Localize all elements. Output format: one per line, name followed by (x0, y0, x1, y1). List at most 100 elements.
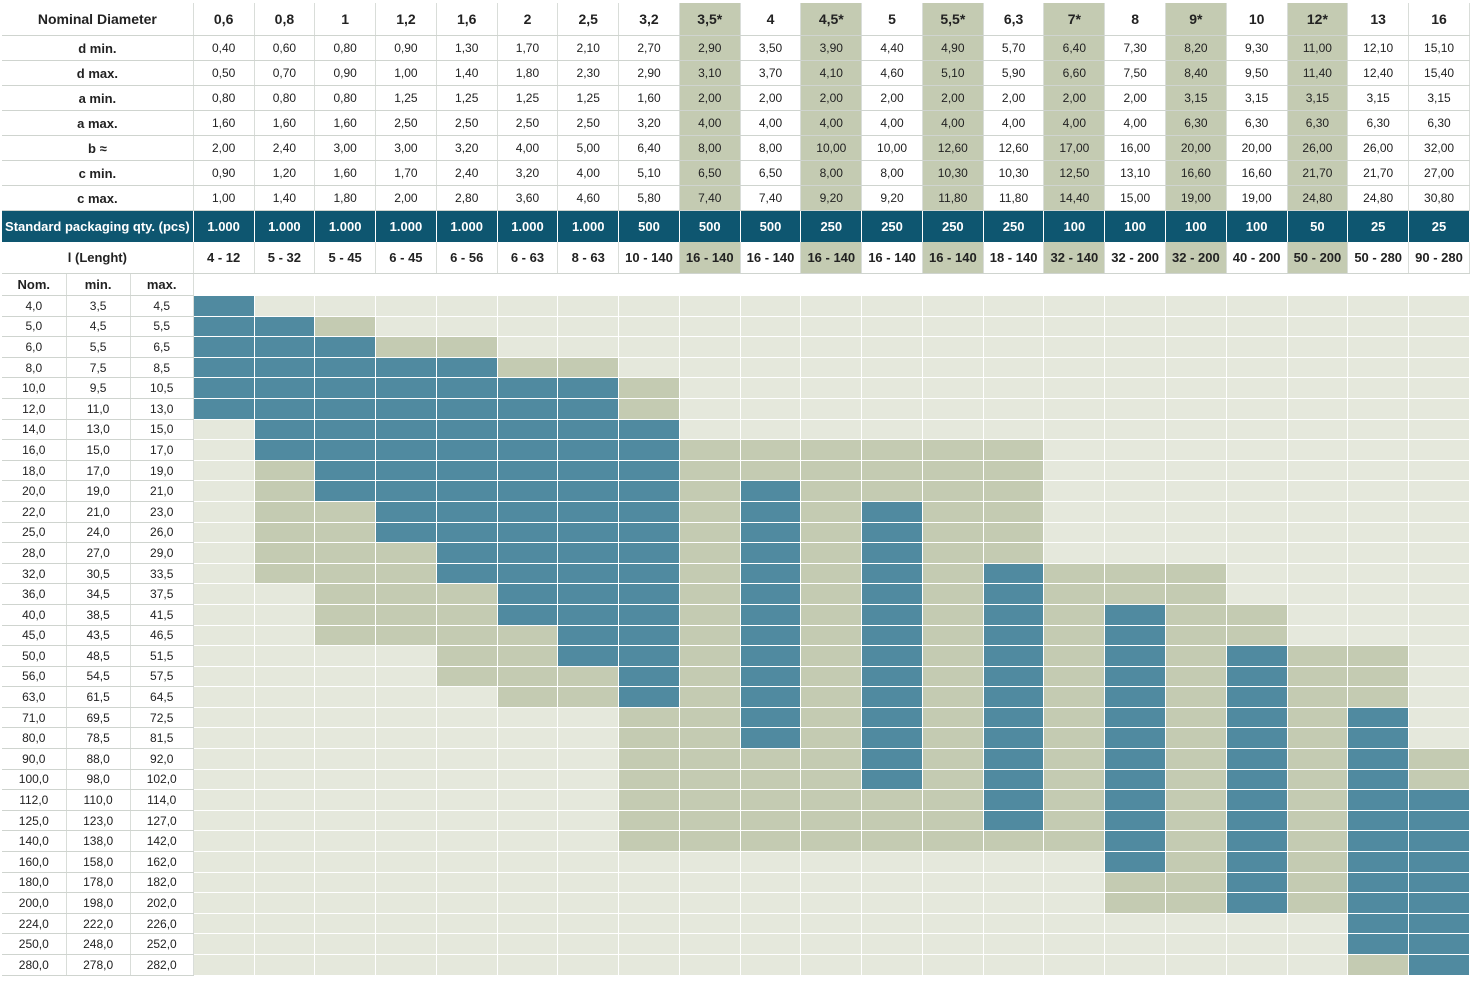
availability-cell (254, 748, 316, 770)
availability-cell (193, 460, 255, 482)
availability-cell (254, 419, 316, 441)
spec-value-cell: 5,10 (922, 60, 984, 86)
length-min-cell: 198,0 (66, 892, 131, 914)
availability-cell (800, 625, 863, 647)
length-max-cell: 46,5 (130, 625, 194, 647)
availability-cell (193, 295, 255, 317)
spec-value-cell: 20,00 (1226, 135, 1288, 161)
availability-cell (254, 872, 316, 894)
availability-cell (557, 604, 620, 626)
availability-cell (1226, 522, 1288, 544)
spec-value-cell: 2,80 (436, 185, 498, 211)
availability-cell (679, 666, 741, 688)
availability-cell (1043, 707, 1106, 729)
length-max-cell: 23,0 (130, 501, 194, 523)
availability-cell (497, 357, 559, 379)
spec-row-label: c min. (2, 160, 194, 186)
spec-value-cell: 14,40 (1043, 185, 1106, 211)
availability-cell (1043, 295, 1106, 317)
spec-value-cell: 10,30 (983, 160, 1045, 186)
availability-cell (1043, 604, 1106, 626)
availability-cell (314, 357, 377, 379)
availability-cell (254, 439, 316, 461)
spec-value-cell: 3,70 (740, 60, 802, 86)
packaging-value-cell: 100 (1104, 210, 1166, 242)
availability-cell (922, 851, 984, 873)
availability-cell (679, 913, 741, 935)
spec-value-cell: 1,60 (314, 160, 377, 186)
packaging-value-cell: 1.000 (314, 210, 377, 242)
availability-cell (1347, 398, 1410, 420)
availability-cell (497, 398, 559, 420)
availability-cell (436, 769, 498, 791)
availability-cell (1104, 645, 1166, 667)
spec-value-cell: 1,80 (497, 60, 559, 86)
availability-cell (1408, 336, 1470, 358)
availability-cell (983, 439, 1045, 461)
availability-cell (314, 810, 377, 832)
availability-cell (1347, 892, 1410, 914)
length-min-cell: 43,5 (66, 625, 131, 647)
availability-cell (557, 830, 620, 853)
length-nom-cell: 16,0 (2, 439, 67, 461)
availability-cell (922, 460, 984, 482)
availability-cell (861, 830, 923, 853)
length-max-cell: 202,0 (130, 892, 194, 914)
availability-cell (193, 377, 255, 399)
availability-cell (1347, 810, 1410, 832)
availability-cell (1165, 727, 1227, 750)
length-min-cell: 278,0 (66, 954, 131, 976)
availability-cell (1165, 769, 1227, 791)
length-max-cell: 182,0 (130, 872, 194, 894)
spec-value-cell: 0,70 (254, 60, 316, 86)
length-max-cell: 162,0 (130, 851, 194, 873)
spec-value-cell: 2,50 (557, 110, 620, 136)
availability-cell (193, 810, 255, 832)
diameter-header-cell: 10 (1226, 3, 1288, 36)
spec-value-cell: 1,40 (436, 60, 498, 86)
availability-cell (314, 645, 377, 667)
availability-cell (800, 522, 863, 544)
availability-cell (861, 563, 923, 585)
spec-value-cell: 1,30 (436, 35, 498, 61)
availability-cell (557, 583, 620, 605)
availability-cell (1408, 460, 1470, 482)
availability-cell (557, 645, 620, 667)
availability-cell (314, 830, 377, 853)
availability-cell (497, 707, 559, 729)
availability-cell (1287, 954, 1349, 976)
availability-cell (1408, 892, 1470, 914)
availability-cell (436, 707, 498, 729)
availability-cell (1287, 810, 1349, 832)
availability-cell (1408, 316, 1470, 338)
availability-cell (193, 583, 255, 605)
availability-cell (1104, 892, 1166, 914)
availability-cell (1104, 789, 1166, 811)
spec-value-cell: 3,15 (1165, 85, 1227, 111)
availability-cell (922, 625, 984, 647)
packaging-value-cell: 1.000 (254, 210, 316, 242)
availability-cell (983, 769, 1045, 791)
availability-cell (1104, 419, 1166, 441)
availability-cell (740, 872, 802, 894)
spec-value-cell: 6,30 (1226, 110, 1288, 136)
availability-cell (618, 522, 680, 544)
availability-cell (1287, 439, 1349, 461)
availability-cell (497, 419, 559, 441)
availability-cell (983, 727, 1045, 750)
availability-cell (1287, 851, 1349, 873)
packaging-value-cell: 100 (1043, 210, 1106, 242)
availability-cell (1226, 810, 1288, 832)
availability-cell (800, 686, 863, 708)
availability-cell (436, 357, 498, 379)
availability-cell (1104, 316, 1166, 338)
spec-value-cell: 2,00 (740, 85, 802, 111)
diameter-header-cell: 6,3 (983, 3, 1045, 36)
availability-cell (1165, 542, 1227, 564)
diameter-header-cell: 5 (861, 3, 923, 36)
availability-cell (436, 954, 498, 976)
spec-value-cell: 12,60 (922, 135, 984, 161)
availability-cell (618, 439, 680, 461)
availability-cell (254, 789, 316, 811)
availability-cell (679, 830, 741, 853)
